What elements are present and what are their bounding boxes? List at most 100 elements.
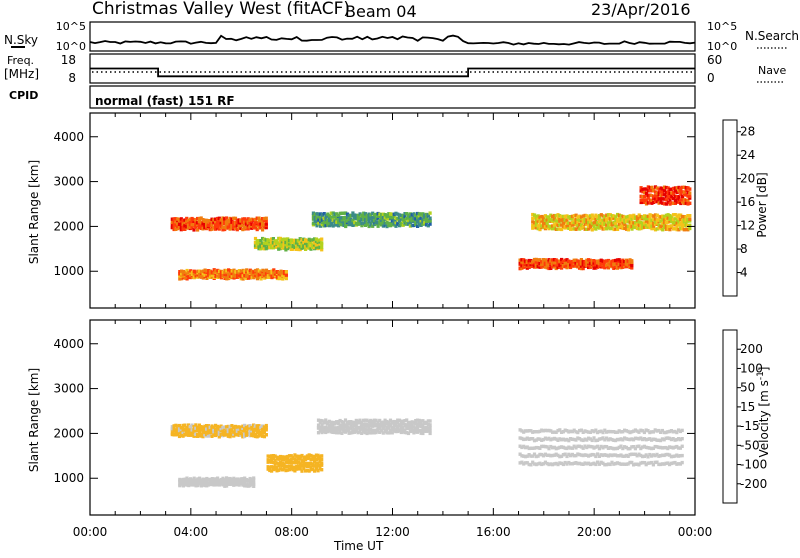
power-cell [311,211,315,215]
power-cell [239,274,243,279]
power-cell [181,275,185,280]
power-cell [684,186,688,190]
power-cell [282,237,286,241]
velocity-cell [370,431,375,435]
velocity-cell [207,477,211,482]
power-cell [304,238,308,242]
velocity-cell [178,483,182,487]
time-tick-label: 08:00 [274,525,309,539]
velocity-cell [601,453,605,458]
power-cell [232,222,236,226]
velocity-cell [392,429,396,433]
power-cell [587,215,591,219]
velocity-cell [669,454,673,459]
power-cell [270,244,274,248]
nsearch-tick-bottom: 10^0 [707,40,737,53]
power-cell [419,216,423,220]
velocity-cell [367,429,371,433]
velocity-cell [309,467,313,472]
velocity-cell [619,437,623,441]
power-cell [313,222,317,226]
power-cell [565,218,569,222]
velocity-cell [342,427,346,431]
power-cell [203,218,207,222]
power-cell [668,202,672,206]
power-cell [378,219,382,223]
velocity-cell [313,460,317,464]
power-cell [619,259,623,264]
power-cell [682,201,686,206]
power-cell [365,221,369,225]
power-cell [560,266,564,270]
velocity-cell [199,425,203,429]
power-cell [187,270,191,275]
velocity-cell [324,418,328,422]
power-cell [275,245,279,249]
power-cell [273,243,277,248]
velocity-feature-3 [266,453,324,473]
velocity-cell [599,453,603,457]
velocity-cell [246,431,250,436]
power-cell [383,216,387,220]
power-cell [619,218,623,222]
power-cell [363,217,368,221]
power-cell [626,263,630,267]
power-cell [280,239,284,244]
power-cell [331,211,335,215]
power-cell [581,263,585,267]
power-cell [270,246,274,250]
power-cell [313,245,317,250]
power-cell [556,213,560,217]
power-cell [228,274,232,279]
velocity-cell [295,467,299,471]
power-cell [266,246,270,250]
velocity-cell [623,462,627,466]
power-cell [635,215,639,219]
velocity-cell [214,432,218,436]
power-cell [378,222,382,226]
velocity-cell [196,480,200,484]
power-cell [392,218,396,223]
power-cell [255,276,260,281]
velocity-cell [369,431,373,435]
velocity-cell [639,461,643,465]
power-cell [387,214,391,219]
power-cell [179,217,183,221]
power-cell [199,221,203,225]
power-cell [614,227,618,231]
power-cell [214,272,218,276]
power-cell [605,223,609,227]
power-cell [543,218,547,222]
power-cell [554,266,558,271]
power-cell [237,271,241,275]
power-cell [592,221,596,225]
velocity-cell [560,461,564,466]
velocity-cell [642,461,646,465]
power-cell [351,214,355,218]
power-cell [532,264,537,268]
power-cell [527,265,531,269]
power-cell [223,217,227,221]
velocity-cell [311,457,315,461]
power-cell [181,227,185,231]
velocity-cell [414,426,418,430]
velocity-cell [197,423,201,427]
velocity-cell [343,430,348,434]
velocity-cell [421,425,425,430]
velocity-cell [569,446,573,450]
velocity-cell [367,420,371,424]
power-cell [596,221,600,225]
power-cell [541,264,546,268]
velocity-cell [615,446,619,451]
power-cell [293,238,297,242]
velocity-cell [523,445,528,450]
velocity-cell [615,454,619,458]
power-cell [641,190,645,194]
velocity-cell [270,469,274,473]
velocity-cell [576,436,580,440]
power-colorbar-tick-label: 28 [740,125,755,139]
power-cell [186,223,191,227]
velocity-cell [552,436,556,441]
power-cell [646,223,650,227]
